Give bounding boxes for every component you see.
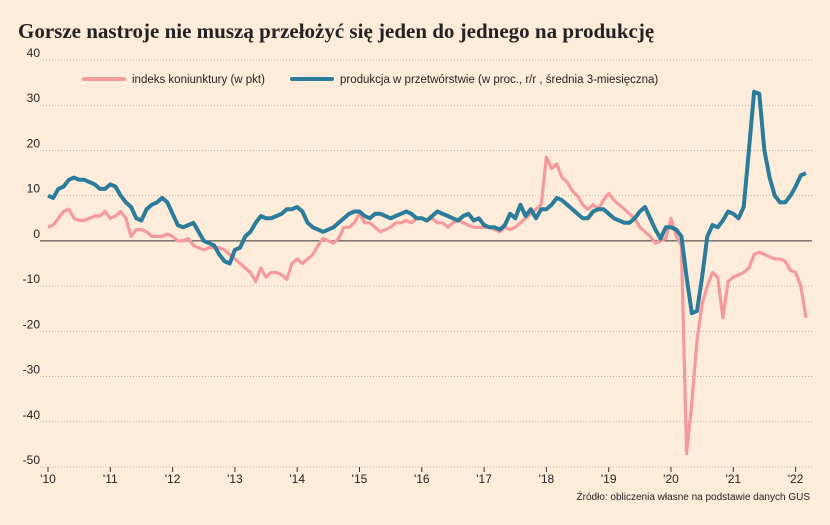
y-tick-label: -50 (23, 453, 41, 467)
x-tick-label: '12 (165, 472, 181, 486)
y-tick-label: -20 (23, 317, 41, 331)
y-tick-label: 20 (27, 136, 41, 150)
x-tick-label: '15 (352, 472, 368, 486)
series-line (47, 89, 807, 316)
x-tick-label: '16 (414, 472, 430, 486)
x-tick-label: '20 (663, 472, 679, 486)
y-tick-label: 40 (27, 46, 41, 60)
chart-title: Gorsze nastroje nie muszą przełożyć się … (18, 19, 654, 43)
y-tick-label: 30 (27, 91, 41, 105)
source: Źródło: obliczenia własne na podstawie d… (577, 490, 811, 503)
x-tick-label: '17 (476, 472, 492, 486)
x-tick-label: '19 (601, 472, 617, 486)
x-tick-label: '22 (788, 472, 804, 486)
legend-label: indeks koniunktury (w pkt) (132, 74, 265, 86)
y-tick-label: -30 (23, 363, 41, 377)
x-tick-label: '18 (539, 472, 555, 486)
y-tick-label: -40 (23, 408, 41, 422)
y-tick-label: 10 (27, 182, 41, 196)
x-tick-label: '11 (103, 472, 118, 486)
legend-label: produkcja w przetwórstwie (w proc., r/r … (340, 74, 658, 86)
y-tick-label: -10 (23, 272, 41, 286)
x-tick-label: '10 (40, 472, 56, 486)
x-tick-label: '21 (725, 472, 741, 486)
y-tick-label: 0 (33, 227, 40, 241)
x-tick-label: '13 (227, 472, 243, 486)
x-tick-label: '14 (289, 472, 305, 486)
